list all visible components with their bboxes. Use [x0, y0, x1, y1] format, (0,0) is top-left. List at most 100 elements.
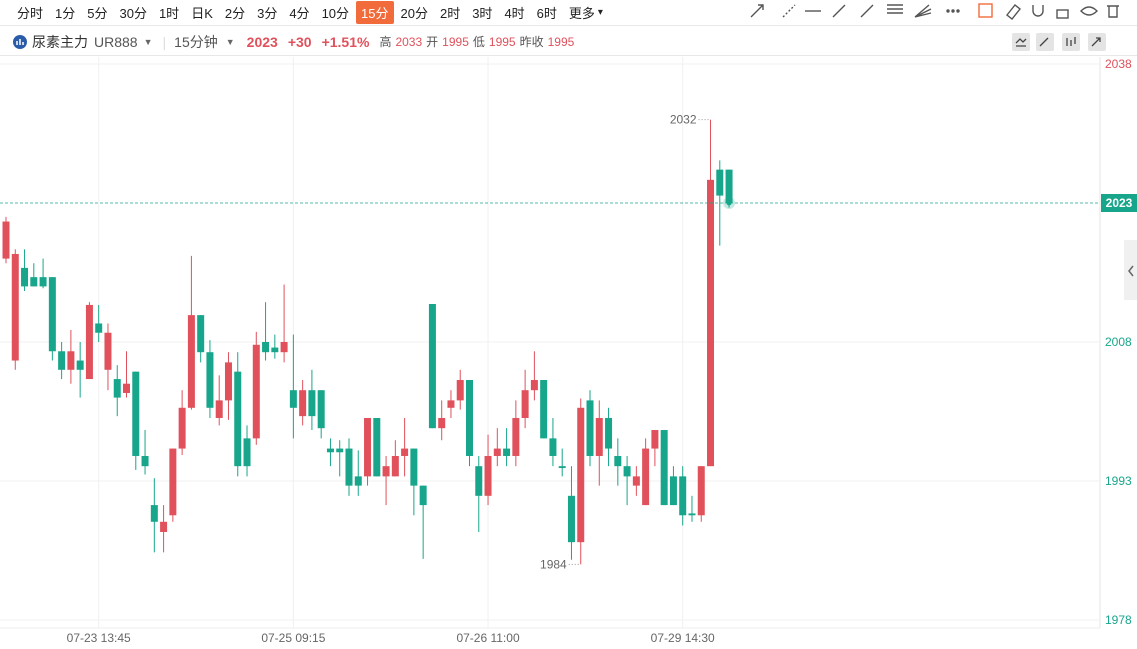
- y-tick-label: 2008: [1105, 335, 1132, 349]
- symbol-icon: [13, 34, 27, 49]
- high-label: 2032: [670, 113, 697, 127]
- tool-arrow[interactable]: [750, 4, 764, 18]
- symbol-name[interactable]: 尿素主力: [32, 33, 88, 50]
- interval-button[interactable]: 6时: [536, 6, 557, 21]
- low-label: 1984: [540, 557, 567, 571]
- candle-body: [150, 505, 158, 522]
- candle-body: [76, 360, 84, 370]
- interval-button[interactable]: 30分: [119, 6, 147, 21]
- candle-body: [317, 390, 325, 429]
- tool-edit[interactable]: [978, 3, 993, 18]
- candle-body: [503, 448, 511, 456]
- last-price-dot: [726, 200, 732, 206]
- interval-button[interactable]: 5分: [87, 6, 108, 21]
- candle-body: [2, 221, 10, 259]
- candle-body: [707, 179, 715, 467]
- interval-button[interactable]: 分时: [17, 6, 44, 21]
- candle-body: [160, 521, 168, 532]
- candle-body: [113, 379, 121, 398]
- tool-fan[interactable]: [914, 4, 932, 18]
- dropdown-arrow[interactable]: ▾: [597, 7, 603, 18]
- stat-value: 2033: [395, 35, 423, 49]
- x-tick-label: 07-29 14:30: [651, 631, 715, 645]
- dropdown-arrow[interactable]: ▼: [225, 36, 235, 47]
- interval-button[interactable]: 2分: [224, 6, 246, 21]
- period[interactable]: 15分钟: [174, 33, 218, 50]
- candle-body: [660, 430, 668, 506]
- tool-ray[interactable]: [782, 4, 796, 18]
- interval-button[interactable]: 2时: [439, 6, 461, 21]
- candle-body: [197, 315, 205, 353]
- candle-body: [530, 379, 538, 391]
- tool-segment[interactable]: [832, 4, 846, 18]
- candle-body: [132, 371, 140, 456]
- candle-body: [299, 390, 307, 417]
- y-tick-label: 2038: [1105, 57, 1132, 71]
- interval-button[interactable]: 1分: [55, 6, 76, 21]
- tool-fib[interactable]: [887, 4, 903, 14]
- candle-body: [651, 430, 659, 449]
- candle-body: [447, 400, 455, 408]
- interval-button[interactable]: 日K: [191, 6, 213, 21]
- candle-body: [104, 332, 112, 370]
- candle-body: [234, 371, 242, 467]
- tool-eye[interactable]: [1080, 6, 1098, 16]
- tool-magnet[interactable]: [1032, 5, 1044, 17]
- interval-button[interactable]: 4时: [504, 6, 525, 21]
- candle-body: [178, 407, 186, 449]
- interval-button[interactable]: 3分: [257, 6, 278, 21]
- tool-line[interactable]: [860, 4, 874, 18]
- stats: 高 2033 开 1995 低 1995 昨收 1995: [379, 33, 578, 50]
- candle-body: [85, 304, 93, 380]
- candle-body: [595, 417, 603, 456]
- stat-label: 低: [472, 35, 485, 49]
- x-tick-label: 07-25 09:15: [261, 631, 325, 645]
- interval-button[interactable]: 20分: [400, 6, 428, 21]
- interval-button[interactable]: 10分: [321, 6, 350, 21]
- interval-button[interactable]: 1时: [158, 6, 180, 21]
- last-price-label: 2023: [1106, 196, 1133, 210]
- candle-body: [67, 351, 75, 370]
- tool-delete[interactable]: [1107, 5, 1119, 18]
- dropdown-arrow[interactable]: ▼: [143, 36, 153, 47]
- y-tick-label: 1993: [1105, 474, 1132, 488]
- stat-label: 高: [379, 35, 392, 49]
- candle-body: [354, 476, 362, 486]
- candle-body: [326, 448, 334, 453]
- tool-lock[interactable]: [1056, 9, 1069, 19]
- symbol-code[interactable]: UR888: [94, 33, 138, 50]
- x-tick-label: 07-26 11:00: [456, 631, 519, 645]
- candle-body: [123, 383, 131, 393]
- candle-body: [401, 448, 409, 456]
- stat-label: 昨收: [519, 35, 544, 49]
- candle-body: [642, 448, 650, 506]
- stat-label: 开: [426, 35, 439, 49]
- candle-body: [679, 476, 687, 516]
- candle-body: [141, 455, 149, 467]
- x-tick-label: 07-23 13:45: [67, 631, 131, 645]
- change: +30: [287, 33, 312, 50]
- interval-button[interactable]: 3时: [472, 6, 493, 21]
- chart-tools: [1012, 33, 1106, 51]
- collapse-icon[interactable]: [1128, 265, 1134, 277]
- candle-body: [521, 390, 529, 418]
- candle-body: [558, 466, 566, 469]
- percent: +1.51%: [321, 33, 370, 50]
- candle-body: [475, 466, 483, 496]
- candle-body: [623, 466, 631, 477]
- candle-body: [438, 417, 446, 429]
- candle-body: [456, 379, 464, 401]
- interval-button[interactable]: 4分: [289, 6, 310, 21]
- tool-eraser[interactable]: [1006, 4, 1021, 20]
- interval-button[interactable]: 更多: [568, 6, 595, 21]
- candle-body: [549, 438, 557, 456]
- candle-body: [428, 304, 436, 429]
- candle-body: [364, 417, 372, 477]
- candle-body: [187, 315, 195, 408]
- interval-toolbar: 分时 1分 5分 30分 1时 日K 2分 3分 4分 10分 15分 20分 2时 3时 4时 6时 更多 ▾: [0, 0, 1137, 26]
- candle-body: [614, 455, 622, 467]
- candle-body: [169, 448, 177, 516]
- candle-body: [540, 379, 548, 439]
- interval-button[interactable]: 15分: [356, 1, 394, 24]
